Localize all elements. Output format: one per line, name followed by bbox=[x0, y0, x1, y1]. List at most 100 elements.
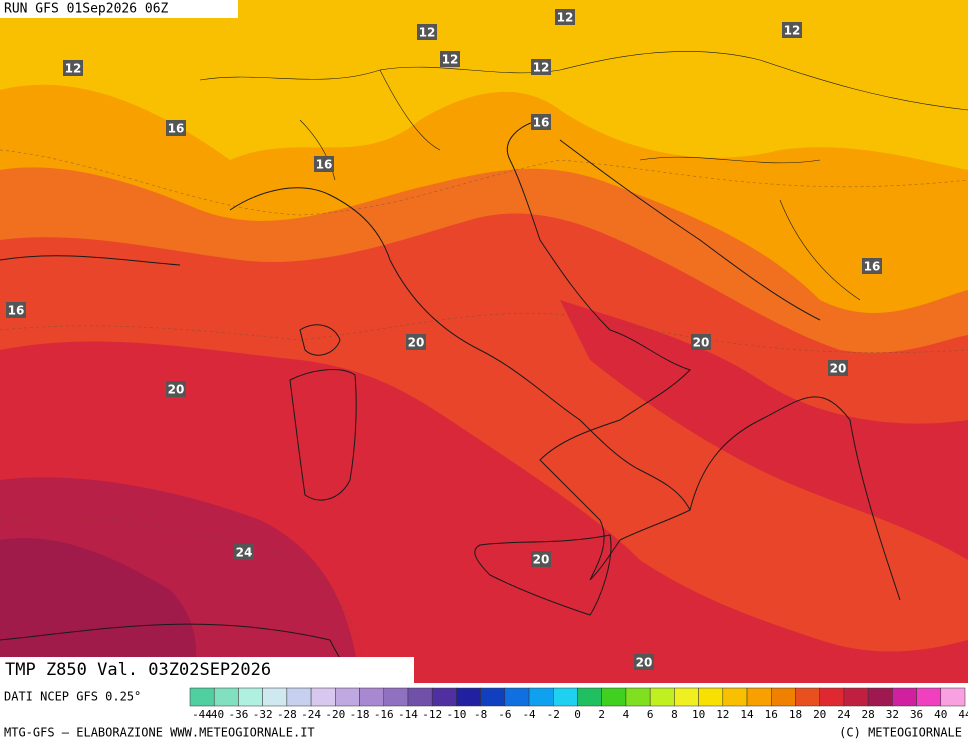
contour-labels: 12 12 12 12 12 12 16 16 16 16 16 20 20 20 20 24 20 20 bbox=[6, 9, 882, 670]
colorbar-swatch bbox=[456, 687, 481, 707]
colorbar-tick-label: 2 bbox=[598, 708, 605, 721]
contour-label: 20 bbox=[636, 656, 653, 670]
colorbar-tick-label: -8 bbox=[474, 708, 487, 721]
colorbar-tick-label: 40 bbox=[934, 708, 947, 721]
contour-label-box bbox=[531, 551, 551, 567]
contour-label: 16 bbox=[316, 158, 333, 172]
contour-label: 12 bbox=[557, 11, 574, 25]
contour-label-box bbox=[406, 334, 426, 350]
colorbar-tick-label: -44 bbox=[192, 708, 212, 721]
colorbar-tick-label: 32 bbox=[886, 708, 899, 721]
colorbar: -44-40 -36 -32 -28 -24 -20 -18 -16 -14 -12 -10 -8 -6… bbox=[189, 687, 968, 721]
contour-label: 12 bbox=[442, 53, 459, 67]
colorbar-swatch bbox=[553, 687, 578, 707]
contour-label-box bbox=[440, 51, 460, 67]
colorbar-swatch bbox=[407, 687, 433, 707]
temp-zone bbox=[0, 538, 196, 683]
contour-label-box bbox=[862, 258, 882, 274]
contour-label: 16 bbox=[168, 122, 185, 136]
credit-right: (C) METEOGIORNALE bbox=[839, 726, 962, 740]
contour-label-box bbox=[166, 381, 186, 397]
temp-zone bbox=[560, 300, 968, 560]
colorbar-swatch bbox=[359, 687, 384, 707]
colorbar-tick-label: -20 bbox=[325, 708, 345, 721]
colorbar-tick-label: 24 bbox=[837, 708, 851, 721]
map bbox=[0, 0, 968, 684]
colorbar-tick-label: -24 bbox=[301, 708, 321, 721]
colorbar-tick-label: 6 bbox=[647, 708, 654, 721]
colorbar-swatch bbox=[746, 687, 772, 707]
colorbar-tick-label: 0 bbox=[574, 708, 581, 721]
colorbar-swatch bbox=[480, 687, 506, 707]
colorbar-tick-label: -6 bbox=[498, 708, 511, 721]
isotherm bbox=[0, 517, 371, 684]
contour-label-box bbox=[234, 544, 254, 560]
colorbar-tick-label: 14 bbox=[740, 708, 754, 721]
colorbar-swatch bbox=[722, 687, 748, 707]
contour-label: 20 bbox=[168, 383, 185, 397]
contour-label-box bbox=[782, 22, 802, 38]
colorbar-swatch bbox=[213, 687, 239, 707]
run-label: RUN GFS 01Sep2026 06Z bbox=[4, 2, 169, 17]
contour-label: 20 bbox=[408, 336, 425, 350]
isotherm bbox=[0, 312, 968, 353]
colorbar-tick-label: 20 bbox=[813, 708, 826, 721]
field-box bbox=[0, 657, 414, 683]
colorbar-swatch bbox=[649, 687, 675, 707]
coastline bbox=[229, 119, 691, 581]
contour-label: 16 bbox=[533, 116, 550, 130]
colorbar-swatch bbox=[625, 687, 651, 707]
isotherm bbox=[0, 149, 968, 216]
colorbar-swatch bbox=[383, 687, 409, 707]
colorbar-swatch bbox=[504, 687, 530, 707]
contour-label-box bbox=[314, 156, 334, 172]
contour-label: 12 bbox=[533, 61, 550, 75]
contour-label-box bbox=[166, 120, 186, 136]
contour-label: 20 bbox=[830, 362, 847, 376]
contour-label: 12 bbox=[419, 26, 436, 40]
coastline bbox=[0, 139, 901, 684]
colorbar-swatch bbox=[577, 687, 602, 707]
border bbox=[199, 51, 968, 301]
contour-label: 20 bbox=[693, 336, 710, 350]
colorbar-tick-label: -12 bbox=[422, 708, 442, 721]
header-box bbox=[0, 0, 238, 18]
colorbar-swatch bbox=[674, 687, 699, 707]
field-label: TMP Z850 Val. 03Z02SEP2026 bbox=[5, 660, 271, 680]
colorbar-tick-label: -16 bbox=[374, 708, 394, 721]
contour-label-box bbox=[691, 334, 711, 350]
colorbar-swatch bbox=[262, 687, 288, 707]
colorbar-swatch bbox=[310, 687, 336, 707]
colorbar-swatch bbox=[601, 687, 627, 707]
contour-label-box bbox=[634, 654, 654, 670]
colorbar-swatch bbox=[528, 687, 554, 707]
colorbar-swatch bbox=[867, 687, 893, 707]
contour-label: 16 bbox=[864, 260, 881, 274]
contour-label-box bbox=[531, 59, 551, 75]
colorbar-tick-label: -4 bbox=[522, 708, 536, 721]
colorbar-tick-label: 44 bbox=[958, 708, 968, 721]
colorbar-tick-label: 16 bbox=[765, 708, 778, 721]
colorbar-tick-label: 4 bbox=[623, 708, 630, 721]
contour-label-box bbox=[531, 114, 551, 130]
coastline bbox=[474, 534, 612, 616]
colorbar-swatch bbox=[431, 687, 457, 707]
colorbar-tick-label: -2 bbox=[547, 708, 560, 721]
colorbar-swatch bbox=[843, 687, 869, 707]
colorbar-tick-label: 8 bbox=[671, 708, 678, 721]
colorbar-tick-label: 12 bbox=[716, 708, 729, 721]
colorbar-swatch bbox=[189, 687, 215, 707]
colorbar-tick-label: -10 bbox=[446, 708, 466, 721]
colorbar-swatch bbox=[698, 687, 724, 707]
colorbar-tick-label: 28 bbox=[862, 708, 875, 721]
colorbar-tick-label: -36 bbox=[229, 708, 249, 721]
credit-left: MTG-GFS — ELABORAZIONE WWW.METEOGIORNALE… bbox=[4, 726, 315, 740]
colorbar-tick-label: -18 bbox=[350, 708, 370, 721]
colorbar-tick-label: 10 bbox=[692, 708, 705, 721]
colorbar-swatch bbox=[238, 687, 263, 707]
colorbar-tick-label: -28 bbox=[277, 708, 297, 721]
contour-label: 12 bbox=[784, 24, 801, 38]
colorbar-tick-label: 36 bbox=[910, 708, 923, 721]
colorbar-tick-label: -14 bbox=[398, 708, 418, 721]
